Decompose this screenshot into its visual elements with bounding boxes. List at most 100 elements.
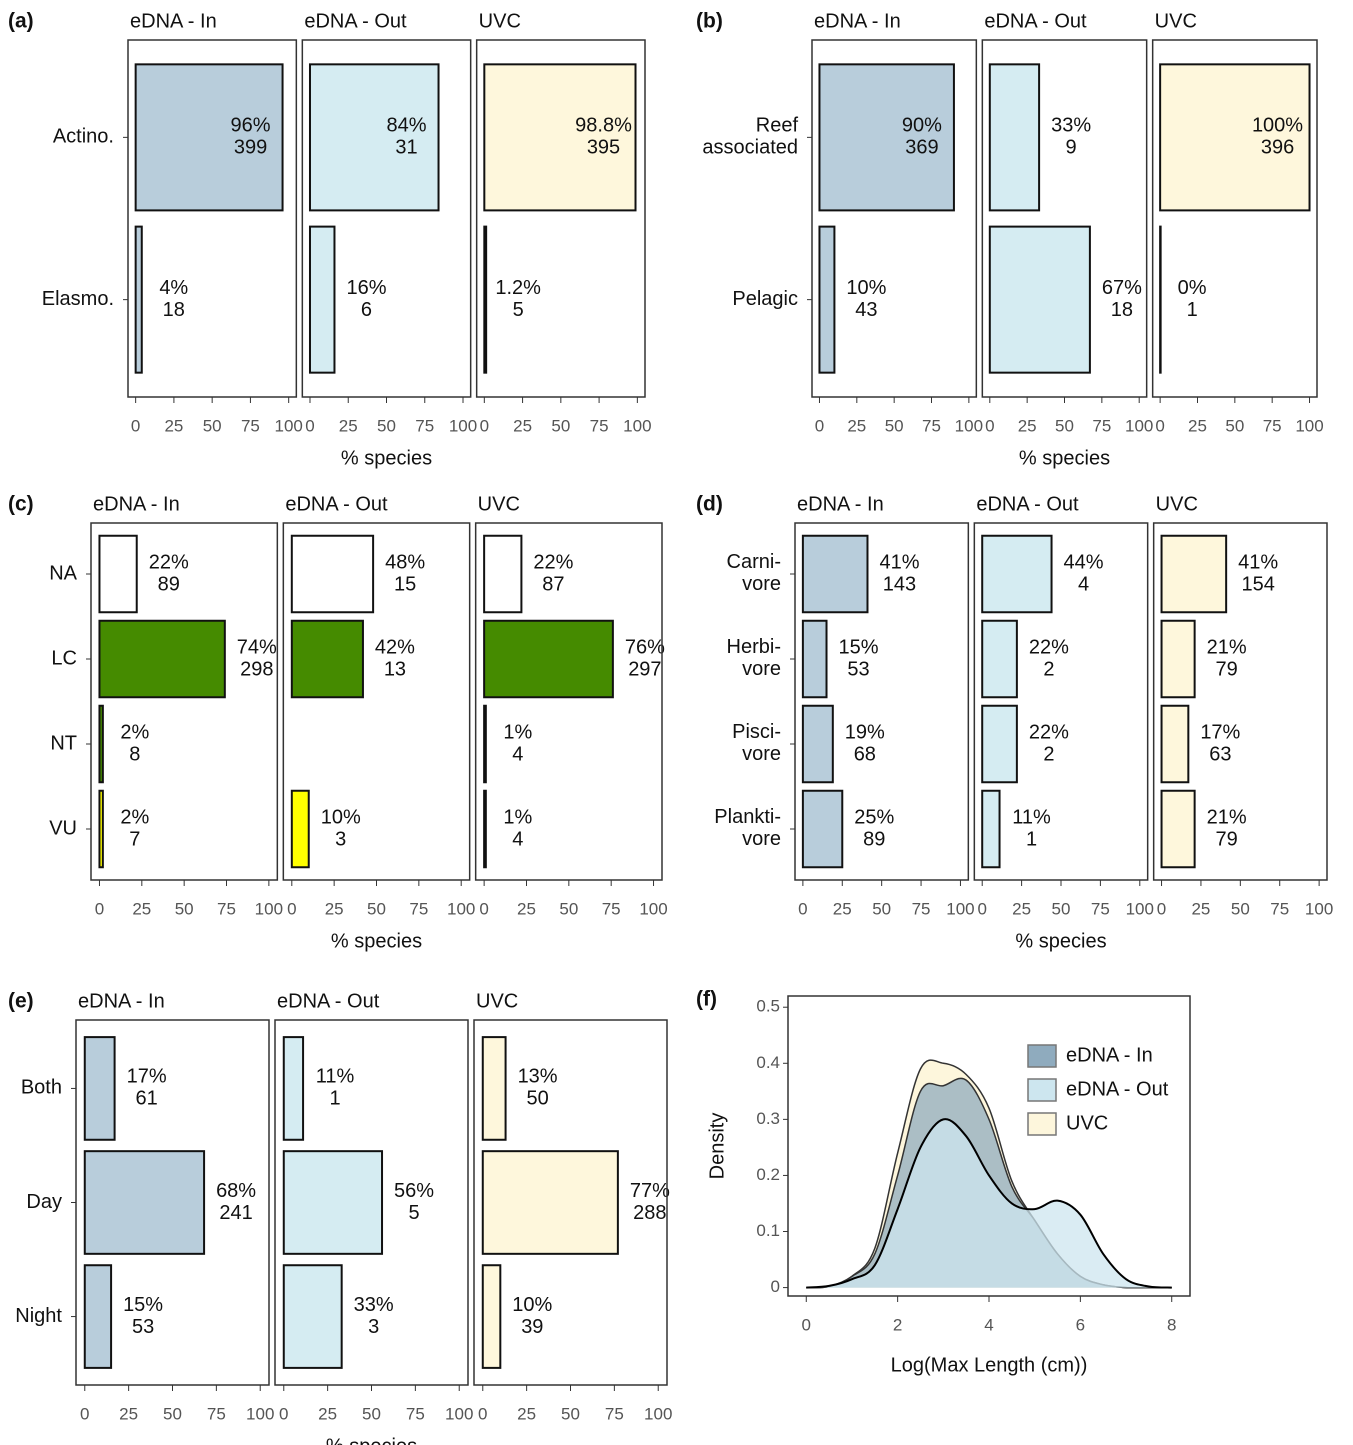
- x-tick-label: 75: [605, 1404, 624, 1423]
- bar: [481, 1150, 619, 1255]
- x-tick-label: 100: [955, 416, 983, 435]
- value-label: 4%: [159, 277, 188, 299]
- count-label: 395: [587, 137, 620, 159]
- x-tick-label: 0: [80, 1404, 89, 1423]
- bar: [282, 1036, 305, 1141]
- bar: [134, 63, 284, 212]
- bar: [308, 225, 336, 374]
- category-label: LC: [51, 647, 77, 669]
- y-axis-label: Density: [706, 1113, 728, 1180]
- value-label: 76%: [625, 636, 665, 658]
- density-fill: [806, 1119, 1172, 1288]
- y-tick-label: 0.3: [756, 1109, 780, 1128]
- value-label: 1%: [503, 806, 532, 828]
- x-axis-label: % species: [341, 447, 432, 469]
- x-tick-label: 75: [241, 416, 260, 435]
- facet-frame: [282, 522, 471, 881]
- count-label: 89: [158, 573, 180, 595]
- count-label: 369: [905, 137, 938, 159]
- bar: [83, 1036, 116, 1141]
- x-tick-label: 50: [1231, 899, 1250, 918]
- bar: [981, 789, 1001, 869]
- category-label: Pelagic: [732, 288, 798, 310]
- facet-frame: [794, 522, 970, 881]
- facet-title: eDNA - In: [78, 990, 165, 1012]
- bar: [1160, 704, 1190, 784]
- count-label: 298: [240, 658, 273, 680]
- x-tick-label: 75: [1091, 899, 1110, 918]
- count-label: 143: [883, 573, 916, 595]
- count-label: 8: [129, 743, 140, 765]
- value-label: 2%: [120, 721, 149, 743]
- count-label: 4: [1078, 573, 1089, 595]
- x-tick-label: 50: [551, 416, 570, 435]
- category-label: Reef associated: [702, 115, 798, 159]
- x-tick-label: 0: [815, 416, 824, 435]
- facet-frame: [981, 39, 1148, 398]
- value-label: 10%: [846, 277, 886, 299]
- facet-title: eDNA - In: [93, 493, 180, 515]
- x-tick-label: 0: [279, 1404, 288, 1423]
- count-label: 18: [1111, 299, 1133, 321]
- bar: [483, 704, 487, 784]
- bar: [483, 789, 487, 869]
- count-label: 241: [219, 1202, 252, 1224]
- x-tick-label: 0: [977, 899, 986, 918]
- x-tick-label: 50: [367, 899, 386, 918]
- x-tick-label: 75: [409, 899, 428, 918]
- count-label: 288: [633, 1202, 666, 1224]
- count-label: 1: [1026, 828, 1037, 850]
- count-label: 31: [395, 137, 417, 159]
- bar: [818, 225, 836, 374]
- value-label: 67%: [1102, 277, 1142, 299]
- value-label: 21%: [1207, 636, 1247, 658]
- x-tick-label: 100: [1126, 899, 1154, 918]
- x-tick-label: 0: [95, 899, 104, 918]
- count-label: 5: [408, 1202, 419, 1224]
- facet-frame: [811, 39, 978, 398]
- facet-frame: [274, 1019, 469, 1386]
- value-label: 21%: [1207, 806, 1247, 828]
- value-label: 74%: [237, 636, 277, 658]
- value-label: 96%: [231, 115, 271, 137]
- x-tick-label: 25: [164, 416, 183, 435]
- value-label: 0%: [1178, 277, 1207, 299]
- value-label: 16%: [346, 277, 386, 299]
- bar: [290, 789, 310, 869]
- value-label: 22%: [149, 551, 189, 573]
- x-tick-label: 0: [480, 416, 489, 435]
- bar: [290, 534, 375, 614]
- x-tick-label: 100: [639, 899, 667, 918]
- count-label: 87: [542, 573, 564, 595]
- count-label: 50: [526, 1088, 548, 1110]
- x-tick-label: 50: [163, 1404, 182, 1423]
- x-tick-label: 0: [1157, 899, 1166, 918]
- x-tick-label: 25: [1191, 899, 1210, 918]
- category-label: VU: [49, 817, 77, 839]
- x-tick-label: 8: [1167, 1315, 1176, 1334]
- bar: [988, 63, 1041, 212]
- x-tick-label: 0: [1155, 416, 1164, 435]
- facet-title: eDNA - In: [814, 10, 901, 32]
- x-tick-label: 100: [274, 416, 302, 435]
- value-label: 98.8%: [575, 115, 632, 137]
- value-label: 15%: [838, 636, 878, 658]
- x-tick-label: 25: [1012, 899, 1031, 918]
- x-tick-label: 75: [590, 416, 609, 435]
- legend-swatch: [1027, 1078, 1057, 1102]
- bar: [801, 789, 844, 869]
- x-axis-label: % species: [331, 930, 422, 952]
- x-tick-label: 75: [217, 899, 236, 918]
- value-label: 22%: [533, 551, 573, 573]
- value-label: 2%: [120, 806, 149, 828]
- x-axis-label: % species: [1015, 930, 1106, 952]
- x-tick-label: 75: [1270, 899, 1289, 918]
- legend-label: UVC: [1066, 1112, 1108, 1134]
- x-tick-label: 25: [1018, 416, 1037, 435]
- count-label: 79: [1216, 828, 1238, 850]
- value-label: 1%: [503, 721, 532, 743]
- x-tick-label: 0: [131, 416, 140, 435]
- facet-frame: [475, 39, 646, 398]
- x-tick-label: 25: [132, 899, 151, 918]
